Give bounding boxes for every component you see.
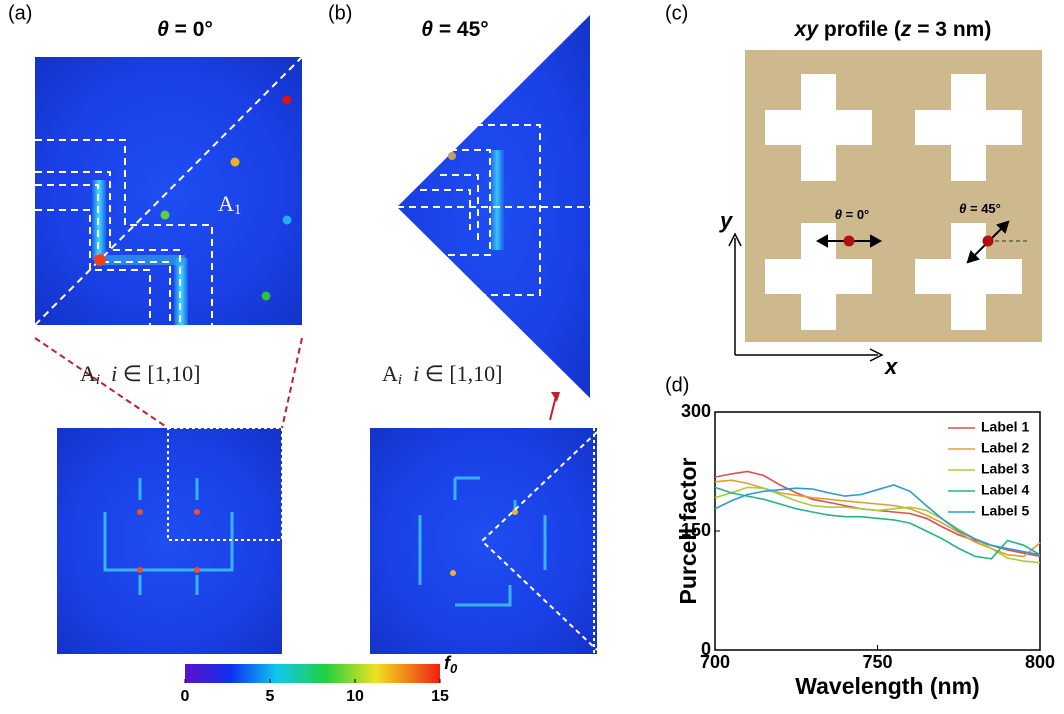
legend-label: Label 2 (981, 440, 1029, 456)
figure: (a) θ = 0° A1 Ai i ∈ [1,10] (b) θ = 45° … (0, 0, 1064, 709)
dipole-label: θ = 45° (959, 201, 1001, 216)
range-label: Ai i ∈ [1,10] (80, 361, 201, 388)
colorbar-tick-label: 10 (346, 688, 364, 705)
x-tick-label: 800 (1025, 652, 1055, 672)
heatmap-b (397, 15, 590, 398)
colorbar-tick-label: 15 (431, 688, 449, 705)
colorbar-tick-label: 0 (181, 688, 190, 705)
legend-label: Label 3 (981, 461, 1029, 477)
panel-letter: (a) (8, 2, 32, 24)
colorbar-label: f0 (444, 653, 458, 677)
x-axis-label: Wavelength (nm) (795, 673, 979, 699)
colorbar-tick-label: 5 (266, 688, 275, 705)
x-tick-label: 700 (700, 652, 730, 672)
heatmap-a-full (57, 428, 282, 654)
panel-letter: (c) (665, 2, 688, 24)
heatmap-a (35, 57, 302, 325)
axis-label: y (719, 208, 734, 233)
heatmap-b-full (370, 428, 597, 654)
panel-letter: (b) (328, 2, 352, 24)
panel-letter: (d) (665, 374, 689, 396)
legend-label: Label 5 (981, 503, 1029, 519)
panel-title: xy profile (z = 3 nm) (794, 18, 992, 41)
x-tick-label: 750 (862, 652, 892, 672)
y-axis-label: Purcell factor (675, 457, 701, 604)
legend-label: Label 4 (981, 482, 1029, 498)
legend-label: Label 1 (981, 419, 1029, 435)
y-tick-label: 300 (681, 401, 711, 421)
panel-title: θ = 0° (157, 18, 213, 41)
profile (745, 50, 1042, 342)
range-label: Ai i ∈ [1,10] (382, 361, 503, 388)
dipole-label: θ = 0° (835, 207, 870, 222)
panel-title: θ = 45° (421, 18, 488, 41)
axis-label: x (884, 354, 898, 379)
colorbar (185, 664, 440, 683)
arrow (550, 396, 556, 420)
